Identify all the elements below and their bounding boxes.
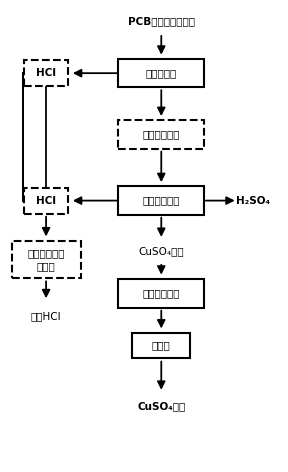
Bar — [24, 187, 68, 213]
Text: 精馏塔或石墨
蒸发器: 精馏塔或石墨 蒸发器 — [27, 248, 65, 271]
Bar — [118, 279, 204, 308]
Text: 扩散渗析器: 扩散渗析器 — [146, 68, 177, 78]
Bar — [118, 186, 204, 215]
Text: HCl: HCl — [36, 195, 56, 206]
Bar — [132, 332, 190, 359]
Text: 双极膜渗析器: 双极膜渗析器 — [143, 195, 180, 206]
Text: CuSO₄溶液: CuSO₄溶液 — [139, 246, 184, 256]
Text: H₂SO₄: H₂SO₄ — [236, 195, 270, 206]
Text: 蒸发结晶装置: 蒸发结晶装置 — [143, 288, 180, 299]
Bar — [118, 59, 204, 87]
Text: 催化氧化装置: 催化氧化装置 — [143, 129, 180, 140]
Text: HCl: HCl — [36, 68, 56, 78]
Text: 回收HCl: 回收HCl — [31, 311, 61, 321]
Text: 再结晶: 再结晶 — [152, 340, 171, 351]
Text: PCB电路板蚀刻废液: PCB电路板蚀刻废液 — [128, 16, 195, 26]
Bar — [12, 241, 81, 278]
Bar — [118, 120, 204, 149]
Text: CuSO₄晶体: CuSO₄晶体 — [137, 401, 185, 411]
Bar — [24, 60, 68, 86]
